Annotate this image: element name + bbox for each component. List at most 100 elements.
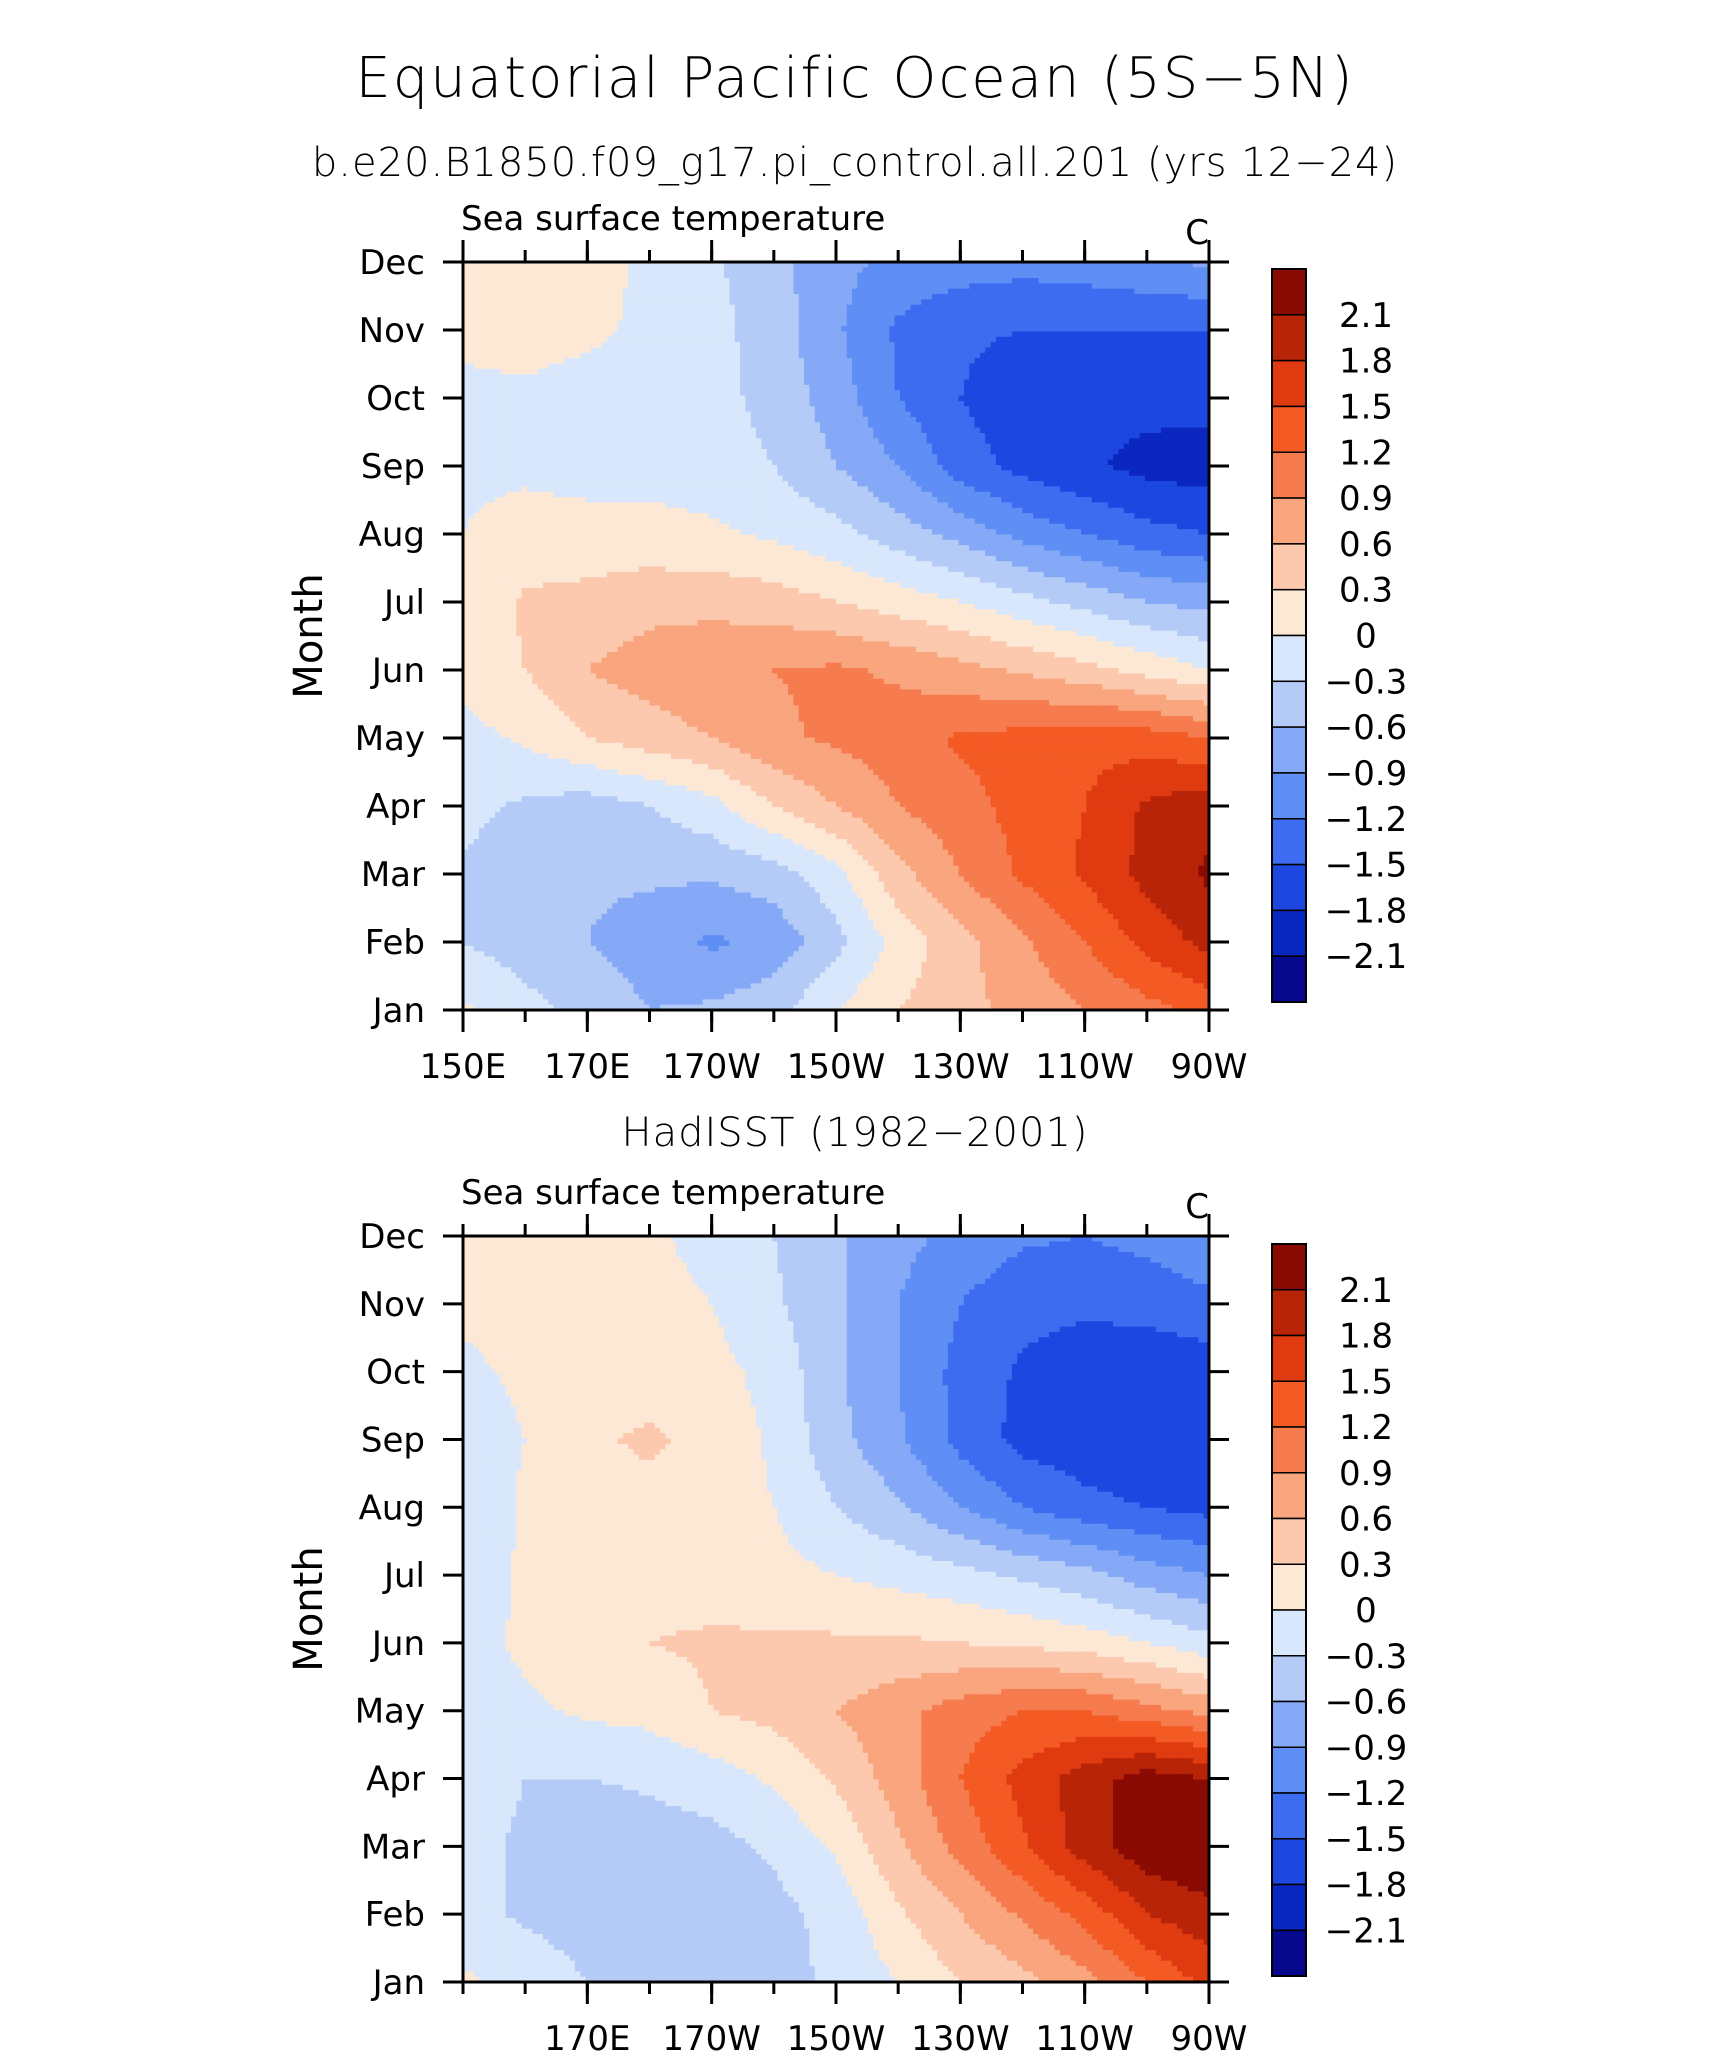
heatmap-cell — [1092, 283, 1098, 289]
heatmap-cell — [586, 310, 592, 316]
heatmap-cell — [708, 374, 714, 380]
heatmap-cell — [1092, 326, 1098, 332]
heatmap-cell — [554, 342, 560, 348]
heatmap-cell — [1172, 310, 1178, 316]
heatmap-cell — [873, 364, 879, 370]
heatmap-cell — [895, 380, 901, 386]
heatmap-cell — [484, 315, 490, 321]
heatmap-cell — [895, 428, 901, 434]
heatmap-cell — [1156, 428, 1162, 434]
heatmap-cell — [628, 347, 634, 353]
heatmap-cell — [681, 347, 687, 353]
heatmap-cell — [522, 321, 528, 327]
heatmap-cell — [676, 417, 682, 423]
heatmap-cell — [1172, 305, 1178, 311]
heatmap-cell — [516, 326, 522, 332]
heatmap-cell — [777, 289, 783, 295]
heatmap-cell — [964, 353, 970, 359]
heatmap-cell — [527, 358, 533, 364]
heatmap-cell — [628, 438, 634, 444]
heatmap-cell — [767, 385, 773, 391]
heatmap-cell — [975, 278, 981, 284]
heatmap-cell — [495, 385, 501, 391]
heatmap-cell — [777, 331, 783, 337]
heatmap-cell — [783, 321, 789, 327]
heatmap-cell — [735, 390, 741, 396]
panel-1-field — [463, 262, 1210, 1011]
heatmap-cell — [522, 273, 528, 279]
heatmap-cell — [618, 310, 624, 316]
heatmap-cell — [703, 422, 709, 428]
heatmap-cell — [634, 353, 640, 359]
heatmap-cell — [660, 433, 666, 439]
heatmap-cell — [1054, 385, 1060, 391]
heatmap-cell — [916, 353, 922, 359]
heatmap-cell — [692, 289, 698, 295]
heatmap-cell — [554, 283, 560, 289]
heatmap-cell — [511, 417, 517, 423]
heatmap-cell — [1124, 294, 1130, 300]
heatmap-cell — [500, 438, 506, 444]
heatmap-cell — [484, 380, 490, 386]
heatmap-cell — [687, 390, 693, 396]
heatmap-cell — [927, 380, 933, 386]
heatmap-cell — [639, 390, 645, 396]
heatmap-cell — [799, 412, 805, 418]
heatmap-cell — [1108, 422, 1114, 428]
heatmap-cell — [697, 353, 703, 359]
heatmap-cell — [1134, 438, 1140, 444]
heatmap-cell — [527, 385, 533, 391]
heatmap-cell — [527, 444, 533, 450]
heatmap-cell — [1108, 369, 1114, 375]
heatmap-cell — [1044, 401, 1050, 407]
heatmap-cell — [825, 273, 831, 279]
heatmap-cell — [900, 364, 906, 370]
heatmap-cell — [927, 353, 933, 359]
heatmap-cell — [564, 273, 570, 279]
heatmap-cell — [591, 337, 597, 343]
heatmap-cell — [964, 406, 970, 412]
heatmap-cell — [1012, 396, 1018, 402]
heatmap-cell — [799, 444, 805, 450]
heatmap-cell — [724, 428, 730, 434]
heatmap-cell — [655, 321, 661, 327]
heatmap-cell — [1140, 401, 1146, 407]
heatmap-cell — [554, 337, 560, 343]
heatmap-cell — [825, 433, 831, 439]
heatmap-cell — [980, 433, 986, 439]
heatmap-cell — [564, 444, 570, 450]
heatmap-cell — [740, 369, 746, 375]
heatmap-cell — [932, 267, 938, 273]
heatmap-cell — [884, 331, 890, 337]
heatmap-cell — [767, 428, 773, 434]
heatmap-cell — [911, 364, 917, 370]
heatmap-cell — [522, 278, 528, 284]
heatmap-cell — [676, 438, 682, 444]
heatmap-cell — [607, 289, 613, 295]
heatmap-cell — [479, 428, 485, 434]
heatmap-cell — [836, 401, 842, 407]
heatmap-cell — [687, 374, 693, 380]
heatmap-cell — [1129, 321, 1135, 327]
heatmap-cell — [1065, 326, 1071, 332]
heatmap-cell — [793, 380, 799, 386]
heatmap-cell — [889, 310, 895, 316]
heatmap-cell — [596, 267, 602, 273]
heatmap-cell — [1182, 358, 1188, 364]
heatmap-cell — [772, 380, 778, 386]
heatmap-cell — [1134, 278, 1140, 284]
heatmap-cell — [1124, 353, 1130, 359]
heatmap-cell — [857, 374, 863, 380]
heatmap-cell — [1049, 315, 1055, 321]
heatmap-cell — [804, 401, 810, 407]
heatmap-cell — [1038, 438, 1044, 444]
heatmap-cell — [575, 417, 581, 423]
heatmap-cell — [815, 294, 821, 300]
heatmap-cell — [538, 369, 544, 375]
heatmap-cell — [708, 273, 714, 279]
heatmap-cell — [634, 385, 640, 391]
heatmap-cell — [500, 385, 506, 391]
heatmap-cell — [703, 331, 709, 337]
heatmap-cell — [1049, 347, 1055, 353]
